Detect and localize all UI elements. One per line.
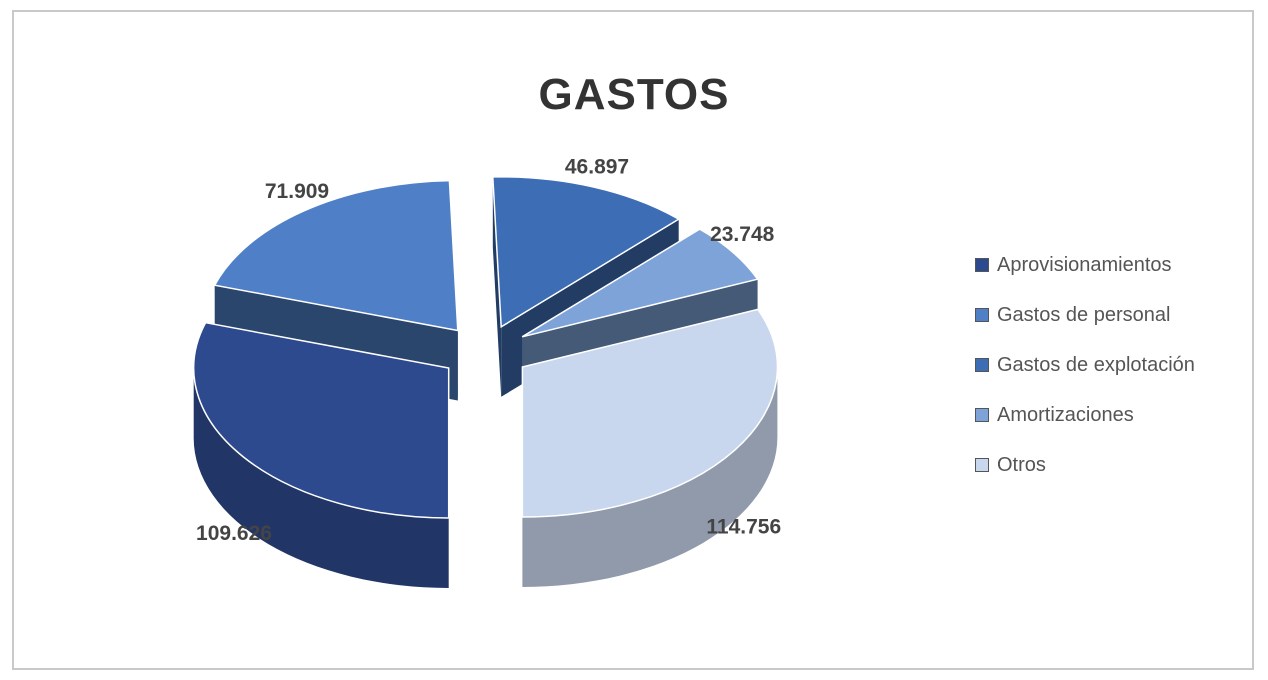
data-label-3: 46.897 bbox=[565, 155, 629, 178]
pie-slice-side-1 bbox=[193, 368, 449, 588]
data-label-1: 109.626 bbox=[196, 522, 272, 545]
pie-slice-3 bbox=[492, 176, 681, 329]
chart-legend: Aprovisionamientos Gastos de personal Gast… bbox=[975, 240, 1195, 490]
legend-swatch-1 bbox=[975, 258, 989, 272]
chart-title: GASTOS bbox=[538, 70, 730, 119]
pie-slice-face-3 bbox=[492, 176, 502, 397]
legend-label-3: Gastos de explotación bbox=[997, 353, 1195, 376]
legend-label-4: Amortizaciones bbox=[997, 403, 1134, 426]
legend-swatch-3 bbox=[975, 358, 989, 372]
legend-item-5: Otros bbox=[975, 440, 1195, 490]
pie-slice-2 bbox=[213, 179, 459, 332]
pie-slice-4 bbox=[521, 228, 759, 338]
legend-item-1: Aprovisionamientos bbox=[975, 240, 1195, 290]
data-label-4: 23.748 bbox=[710, 223, 775, 246]
legend-label-2: Gastos de personal bbox=[997, 303, 1171, 326]
legend-swatch-5 bbox=[975, 458, 989, 472]
pie-slice-side-5 bbox=[522, 367, 778, 587]
pie-slice-5 bbox=[521, 308, 779, 518]
legend-item-2: Gastos de personal bbox=[975, 290, 1195, 340]
legend-item-4: Amortizaciones bbox=[975, 390, 1195, 440]
legend-label-5: Otros bbox=[997, 453, 1046, 476]
legend-swatch-2 bbox=[975, 308, 989, 322]
legend-item-3: Gastos de explotación bbox=[975, 340, 1195, 390]
pie-slice-1 bbox=[192, 321, 450, 519]
legend-label-1: Aprovisionamientos bbox=[997, 253, 1172, 276]
data-label-2: 71.909 bbox=[265, 180, 329, 203]
legend-swatch-4 bbox=[975, 408, 989, 422]
data-label-5: 114.756 bbox=[706, 516, 781, 539]
